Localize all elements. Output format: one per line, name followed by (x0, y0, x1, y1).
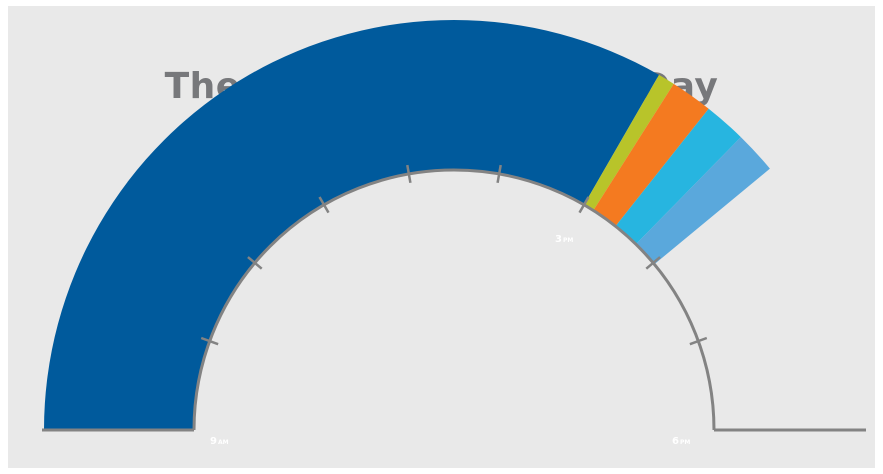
segment-2 (593, 83, 709, 227)
segment-1 (584, 74, 674, 211)
clock-axis (42, 168, 866, 432)
tick-label-number: 6 (672, 436, 679, 447)
tick-16 (645, 256, 661, 270)
segment-3 (615, 108, 741, 245)
chart-segments (44, 20, 770, 431)
segment-4 (635, 137, 770, 265)
tick-label-9: 9AM (210, 436, 229, 447)
tick-label-suffix: PM (563, 237, 573, 244)
tick-label-suffix: PM (680, 439, 690, 446)
axis-ticks (200, 164, 708, 346)
clock-arc (192, 168, 716, 431)
tick-13 (406, 164, 412, 184)
tick-label-number: 9 (210, 436, 217, 447)
tick-label-15: 3PM (555, 234, 573, 245)
tick-12 (318, 196, 330, 214)
tick-label-suffix: AM (218, 439, 229, 446)
segment-0 (44, 20, 659, 431)
tick-15 (578, 196, 590, 214)
tick-11 (247, 256, 263, 270)
tick-14 (496, 164, 502, 184)
tick-17 (689, 336, 708, 346)
tick-10 (200, 336, 219, 346)
tick-label-18: 6PM (672, 436, 690, 447)
tick-label-number: 3 (555, 234, 562, 245)
